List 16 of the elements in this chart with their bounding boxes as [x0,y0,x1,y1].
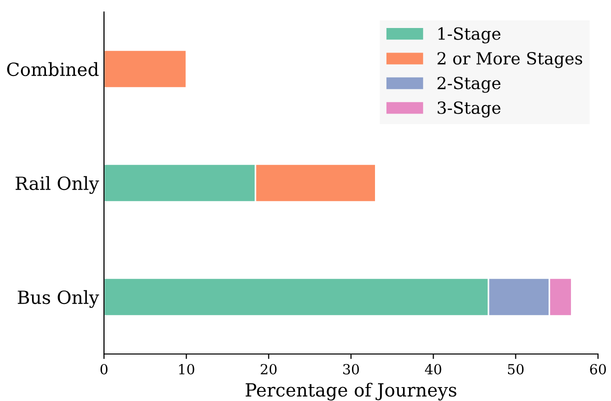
x-tick-label: 0 [100,364,108,374]
x-tick-label: 40 [424,364,442,374]
legend-label: 1-Stage [438,27,500,44]
y-tick-label: Rail Only [16,176,100,194]
x-axis-title: Percentage of Journeys [246,382,456,400]
x-tick-label: 50 [508,364,524,374]
legend-label: 2-Stage [438,76,500,93]
x-tick-label: 20 [260,364,277,374]
legend-label: 3-Stage [438,101,500,118]
y-tick-label: Bus Only [18,290,100,308]
legend-label: 2 or More Stages [438,52,582,68]
x-tick-label: 10 [179,364,194,374]
x-tick-label: 60 [590,364,606,374]
bar [104,49,188,89]
x-tick-label: 30 [343,364,359,374]
y-tick-label: Combined [7,62,99,76]
